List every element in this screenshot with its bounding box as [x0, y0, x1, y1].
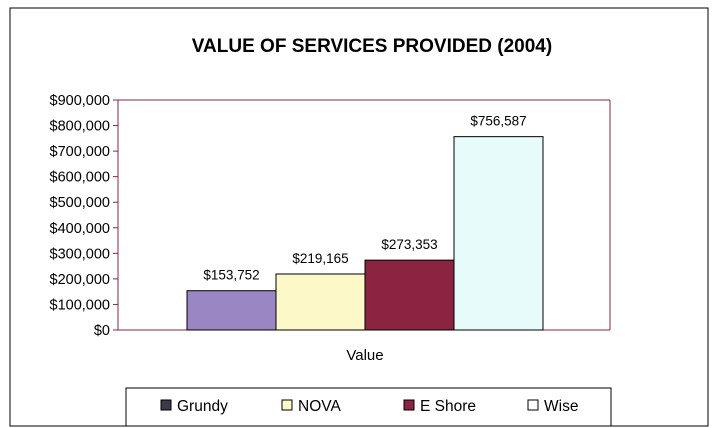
x-axis-label: Value — [346, 347, 383, 364]
y-tick-label: $800,000 — [50, 119, 110, 135]
bar-grundy — [187, 291, 276, 330]
y-tick-label: $0 — [94, 323, 110, 339]
bar-e-shore — [365, 260, 454, 330]
data-label: $273,353 — [381, 237, 437, 252]
y-tick-label: $500,000 — [50, 195, 110, 211]
legend-marker — [528, 400, 538, 410]
y-tick-label: $400,000 — [50, 221, 110, 237]
y-tick-label: $300,000 — [50, 246, 110, 262]
legend-marker — [161, 400, 171, 410]
bar-wise — [454, 137, 543, 330]
legend-marker — [404, 400, 414, 410]
legend-label: NOVA — [298, 398, 341, 415]
chart-title: VALUE OF SERVICES PROVIDED (2004) — [192, 36, 552, 57]
y-tick-label: $900,000 — [50, 93, 110, 109]
y-tick-label: $100,000 — [50, 297, 110, 313]
y-tick-label: $600,000 — [50, 170, 110, 186]
y-tick-label: $700,000 — [50, 144, 110, 160]
data-label: $219,165 — [292, 251, 348, 266]
data-label: $756,587 — [470, 114, 526, 129]
bar-nova — [276, 274, 365, 330]
legend-label: E Shore — [420, 398, 476, 415]
y-tick-label: $200,000 — [50, 272, 110, 288]
legend-label: Wise — [544, 398, 578, 415]
legend-marker — [282, 400, 292, 410]
data-label: $153,752 — [203, 268, 259, 283]
legend-label: Grundy — [177, 398, 228, 415]
